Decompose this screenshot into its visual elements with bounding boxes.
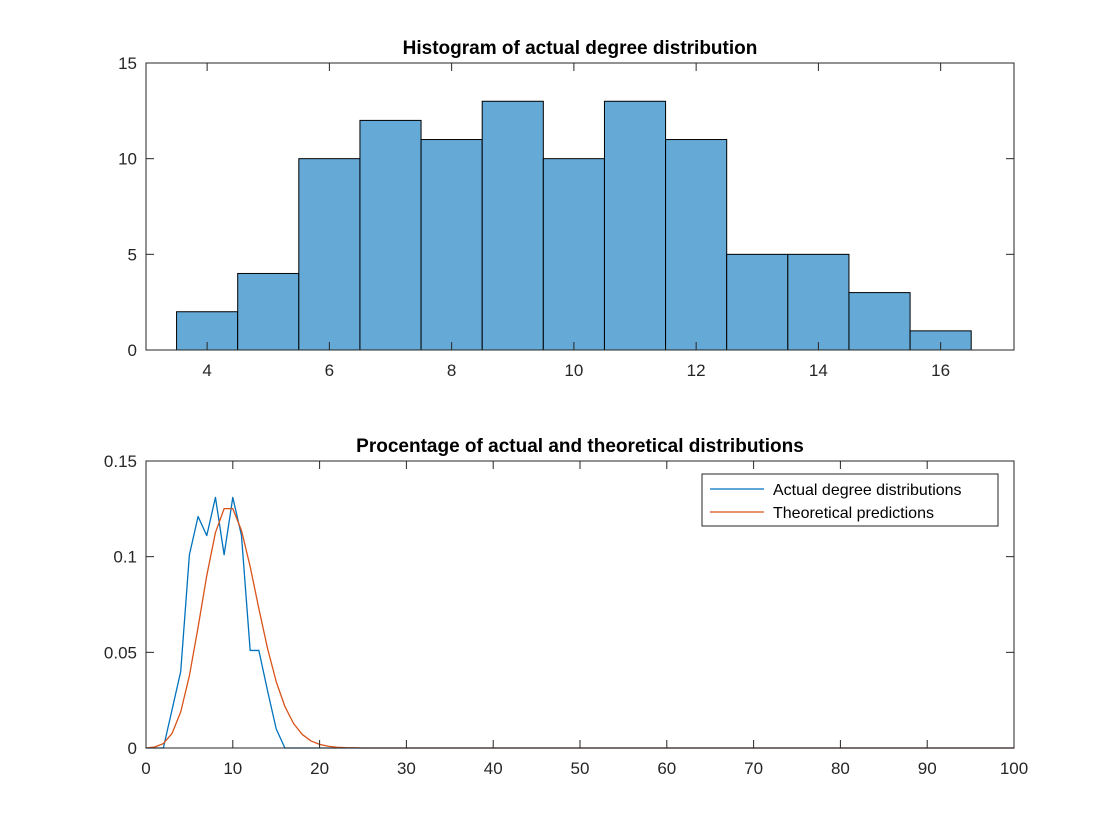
histogram-xtick-label: 8 xyxy=(447,361,456,380)
histogram-xtick-label: 16 xyxy=(931,361,950,380)
histogram-ytick-label: 10 xyxy=(118,150,137,169)
legend-label-actual: Actual degree distributions xyxy=(773,482,962,499)
histogram-bar xyxy=(665,139,728,351)
histogram-bar xyxy=(420,139,483,351)
distribution-ytick-label: 0 xyxy=(128,739,137,758)
histogram-ytick-label: 5 xyxy=(128,245,137,264)
histogram-bar xyxy=(848,292,911,351)
histogram-plot: Histogram of actual degree distribution … xyxy=(118,38,1015,380)
histogram-bar xyxy=(787,253,850,351)
histogram-bar xyxy=(298,158,361,351)
histogram-ytick-label: 0 xyxy=(128,341,137,360)
histogram-bar xyxy=(481,100,544,351)
distribution-xtick-label: 40 xyxy=(484,759,503,778)
histogram-xtick-label: 12 xyxy=(687,361,706,380)
legend: Actual degree distributions Theoretical … xyxy=(701,473,999,527)
legend-box xyxy=(701,473,999,527)
histogram-xtick-label: 6 xyxy=(325,361,334,380)
histogram-xtick-label: 14 xyxy=(809,361,828,380)
histogram-bar xyxy=(359,119,422,351)
histogram-bar xyxy=(603,100,667,351)
histogram-xtick-label: 4 xyxy=(202,361,211,380)
distribution-xtick-label: 30 xyxy=(397,759,416,778)
distribution-xtick-label: 50 xyxy=(571,759,590,778)
theoretical-prediction-line xyxy=(145,507,1014,749)
distribution-xtick-label: 70 xyxy=(744,759,763,778)
histogram-bar xyxy=(726,253,789,351)
histogram-ticks: 4 6 8 10 12 14 16 0 5 10 15 xyxy=(118,54,1014,380)
distribution-ytick-label: 0.1 xyxy=(113,548,137,567)
distribution-title: Procentage of actual and theoretical dis… xyxy=(356,436,804,457)
distribution-ytick-label: 0.05 xyxy=(104,643,137,662)
distribution-lines xyxy=(145,496,1014,749)
histogram-axes-box xyxy=(145,62,1015,351)
histogram-bar xyxy=(237,272,300,351)
actual-degree-line xyxy=(146,496,1014,749)
histogram-xtick-label: 10 xyxy=(564,361,583,380)
distribution-ytick-label: 0.15 xyxy=(104,452,137,471)
distribution-xtick-label: 60 xyxy=(657,759,676,778)
distribution-plot: Procentage of actual and theoretical dis… xyxy=(104,436,1028,778)
distribution-ticks: 0 10 20 30 40 50 60 70 80 90 100 0 0.05 0.1 0.15 xyxy=(104,452,1028,778)
histogram-bars xyxy=(176,100,972,351)
histogram-bar xyxy=(542,158,605,351)
distribution-xtick-label: 0 xyxy=(141,759,150,778)
legend-label-theoretical: Theoretical predictions xyxy=(773,505,934,522)
distribution-xtick-label: 20 xyxy=(310,759,329,778)
distribution-xtick-label: 90 xyxy=(918,759,937,778)
histogram-title: Histogram of actual degree distribution xyxy=(403,38,758,59)
histogram-ytick-label: 15 xyxy=(118,54,137,73)
distribution-xtick-label: 80 xyxy=(831,759,850,778)
distribution-xtick-label: 100 xyxy=(1000,759,1028,778)
distribution-xtick-label: 10 xyxy=(223,759,242,778)
